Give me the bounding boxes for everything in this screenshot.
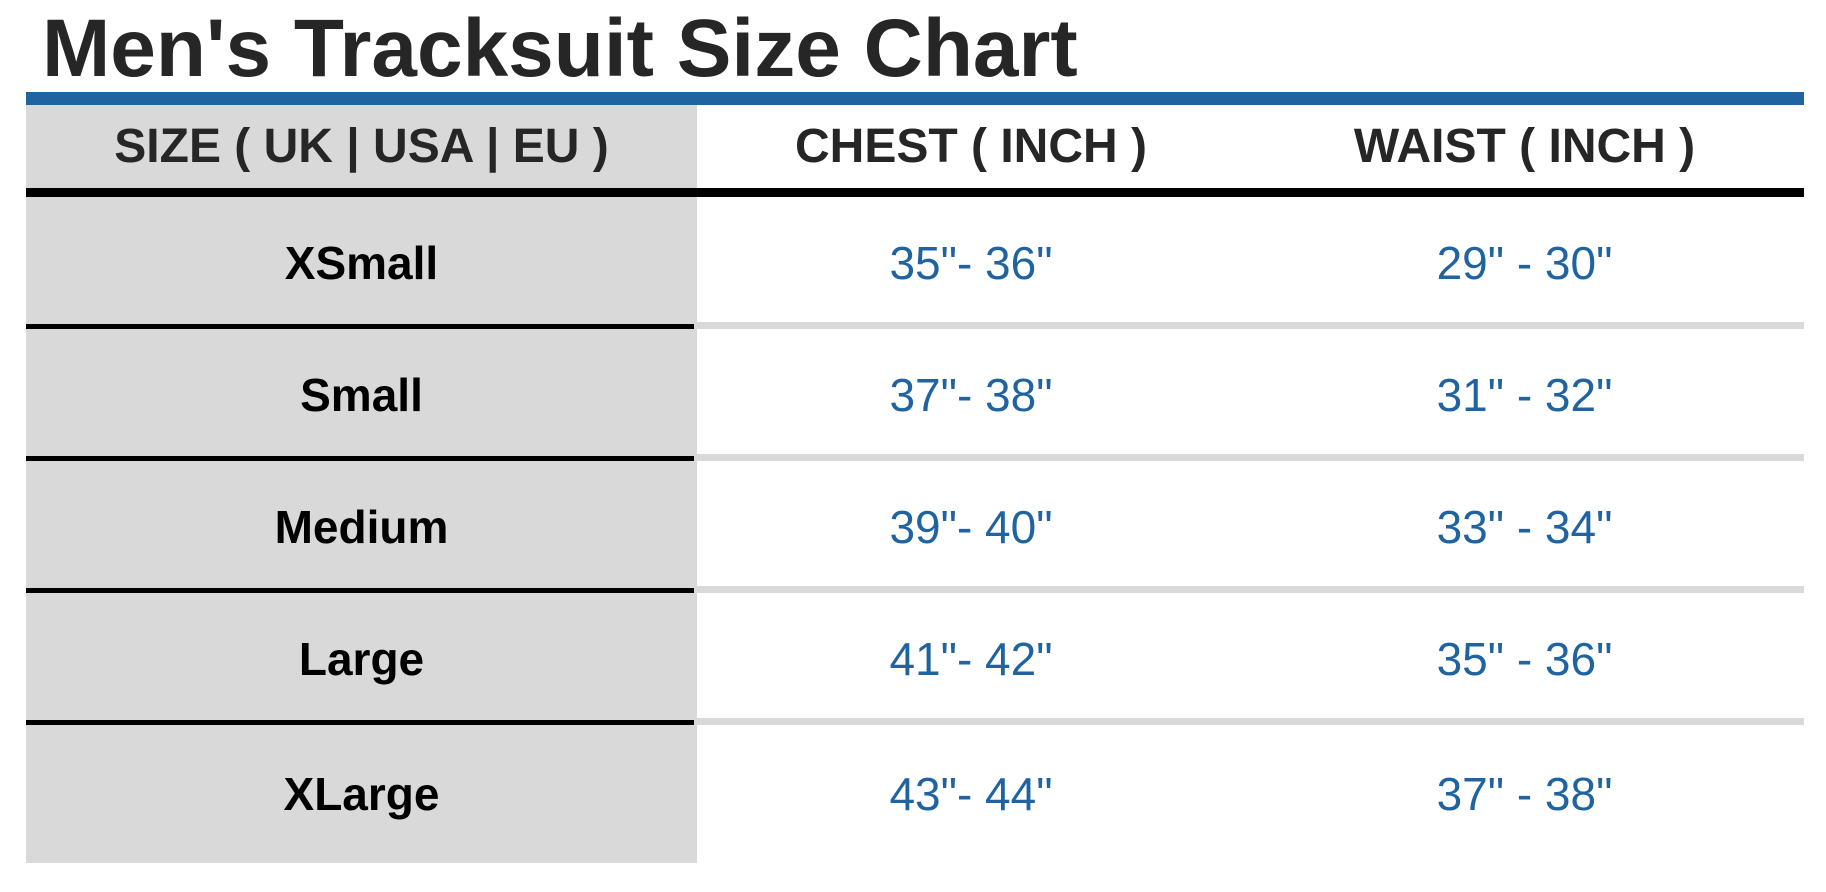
row-divider	[697, 322, 1804, 329]
table-row: Medium 39"- 40" 33" - 34"	[26, 461, 1804, 593]
header-waist: WAIST ( INCH )	[1353, 120, 1696, 173]
size-cell: Medium	[26, 461, 697, 593]
chest-cell: 35"- 36"	[889, 237, 1053, 289]
page-title: Men's Tracksuit Size Chart	[42, 3, 1078, 94]
chest-cell: 41"- 42"	[889, 633, 1053, 685]
row-divider	[26, 456, 694, 461]
waist-cell: 35" - 36"	[1436, 633, 1613, 685]
size-chart-table: SIZE ( UK | USA | EU ) CHEST ( INCH ) WA…	[26, 105, 1804, 863]
row-divider	[26, 324, 694, 329]
header-divider	[26, 188, 1804, 197]
row-divider	[26, 720, 694, 725]
row-divider	[697, 586, 1804, 593]
row-divider	[26, 588, 694, 593]
waist-cell: 29" - 30"	[1436, 237, 1613, 289]
table-row: XSmall 35"- 36" 29" - 30"	[26, 197, 1804, 329]
row-divider	[697, 718, 1804, 725]
size-cell: XSmall	[26, 197, 697, 329]
waist-cell: 31" - 32"	[1436, 369, 1613, 421]
waist-cell: 37" - 38"	[1436, 768, 1613, 820]
table-row: XLarge 43"- 44" 37" - 38"	[26, 725, 1804, 863]
title-divider	[26, 92, 1804, 105]
table-row: Small 37"- 38" 31" - 32"	[26, 329, 1804, 461]
table-header-row: SIZE ( UK | USA | EU ) CHEST ( INCH ) WA…	[26, 105, 1804, 188]
size-cell: Small	[26, 329, 697, 461]
header-size: SIZE ( UK | USA | EU )	[26, 105, 697, 188]
size-cell: XLarge	[26, 725, 697, 863]
size-cell: Large	[26, 593, 697, 725]
waist-cell: 33" - 34"	[1436, 501, 1613, 553]
chest-cell: 37"- 38"	[889, 369, 1053, 421]
chest-cell: 39"- 40"	[889, 501, 1053, 553]
header-chest: CHEST ( INCH )	[795, 120, 1147, 173]
table-row: Large 41"- 42" 35" - 36"	[26, 593, 1804, 725]
chest-cell: 43"- 44"	[889, 768, 1053, 820]
row-divider	[697, 454, 1804, 461]
